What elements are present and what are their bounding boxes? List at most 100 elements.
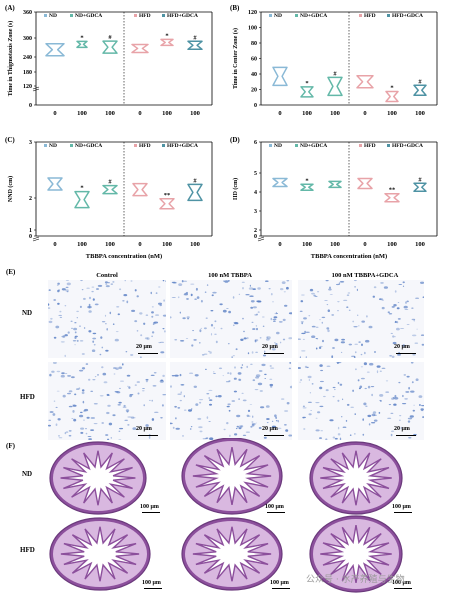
- legend-swatch: [269, 144, 272, 147]
- significance-mark: #: [108, 179, 112, 186]
- legend-entry: HFD+GDCA: [167, 13, 198, 19]
- y-tick-label: 80: [251, 41, 257, 47]
- x-tick-label: 100: [105, 110, 115, 117]
- scale-bar: [272, 588, 290, 589]
- y-tick-label: 5: [254, 171, 257, 177]
- panel-label: (D): [230, 136, 240, 144]
- violin-mark: [45, 42, 65, 57]
- significance-mark: #: [193, 177, 197, 184]
- violin-mark: [102, 40, 118, 54]
- scale-bar-label: 100 μm: [270, 580, 289, 586]
- lumen: [192, 446, 272, 506]
- y-tick-label: 20: [251, 88, 257, 94]
- violin-mark: [272, 66, 288, 87]
- panel-e-row-hfd: HFD: [20, 393, 35, 401]
- x-tick-label: 100: [190, 110, 200, 117]
- y-tick-label: 120: [248, 10, 257, 16]
- scale-bar: [396, 435, 416, 436]
- x-tick-label: 0: [138, 110, 141, 117]
- x-axis-label: TBBPA concentration (nM): [86, 253, 162, 260]
- x-tick-label: 0: [138, 241, 141, 248]
- watermark: 公众号 · 水产养殖与生物: [306, 575, 405, 585]
- legend-swatch: [44, 144, 47, 147]
- x-tick-label: 0: [363, 110, 366, 117]
- lumen: [60, 450, 136, 506]
- legend-swatch: [134, 144, 137, 147]
- panel-f-row-hfd: HFD: [20, 546, 35, 554]
- scale-bar-label: 100 μm: [265, 504, 284, 510]
- violin-mark: [357, 177, 373, 190]
- micrograph-tile: [48, 280, 166, 358]
- x-tick-label: 0: [53, 110, 56, 117]
- violin-mark: [384, 192, 400, 203]
- significance-mark: *: [80, 34, 83, 41]
- significance-mark: **: [389, 187, 396, 194]
- significance-mark: *: [390, 84, 393, 91]
- scale-bar-label: 100 μm: [392, 580, 411, 586]
- scale-bar-label: 20 μm: [262, 344, 278, 350]
- axis-break: [32, 86, 40, 90]
- violin-mark: [76, 40, 88, 49]
- y-tick-label: 120: [23, 84, 32, 90]
- legend-swatch: [162, 14, 165, 17]
- chart-a: (A) Time in Thigmotaxis Zone (s) 0 120 180 24…: [0, 0, 225, 135]
- x-tick-label: 100: [162, 110, 172, 117]
- panel-f-he-sections: [49, 438, 403, 593]
- x-tick-label: 100: [77, 110, 87, 117]
- significance-mark: **: [164, 192, 171, 199]
- scale-bar-label: 20 μm: [262, 426, 278, 432]
- violin-mark: [385, 90, 399, 103]
- legend-entry: HFD+GDCA: [167, 143, 198, 149]
- legend-entry: HFD: [364, 143, 376, 149]
- violin-mark: [300, 86, 314, 98]
- lumen: [60, 526, 140, 582]
- y-tick-label: 40: [251, 72, 257, 78]
- legend-swatch: [387, 14, 390, 17]
- axis-break: [257, 236, 265, 240]
- micrograph-cells: [298, 280, 424, 358]
- panel-e-row-nd: ND: [22, 309, 33, 317]
- axis-break: [32, 238, 40, 242]
- scale-bar-label: 20 μm: [394, 426, 410, 432]
- scale-bar-label: 20 μm: [136, 344, 152, 350]
- axis-break: [32, 88, 40, 92]
- lumen: [320, 450, 392, 506]
- legend-entry: HFD+GDCA: [392, 13, 423, 19]
- significance-mark: *: [80, 185, 83, 192]
- scale-bar: [144, 588, 162, 589]
- scale-bar: [394, 588, 412, 589]
- legend-entry: ND: [274, 143, 282, 149]
- x-tick-label: 100: [415, 110, 425, 117]
- violin-mark: [74, 190, 90, 209]
- violin-mark: [300, 183, 314, 191]
- scale-bar: [396, 353, 416, 354]
- micrograph-cells: [298, 362, 424, 440]
- y-axis-label: IID (cm): [232, 178, 239, 200]
- significance-mark: #: [193, 34, 197, 41]
- y-tick-label: 0: [29, 103, 32, 109]
- violin-mark: [102, 184, 118, 195]
- chart-b: (B) Time in Center Zone (s) 0 20 40 60 80 100 12…: [225, 0, 450, 135]
- y-tick-label: 180: [23, 70, 32, 76]
- scale-bar: [138, 353, 158, 354]
- x-tick-label: 100: [415, 241, 425, 248]
- scale-bar: [142, 512, 160, 513]
- x-tick-label: 0: [363, 241, 366, 248]
- y-tick-label: 240: [23, 55, 32, 61]
- y-tick-label: 60: [251, 57, 257, 63]
- legend-swatch: [387, 144, 390, 147]
- significance-mark: *: [305, 177, 308, 184]
- legend-swatch: [359, 144, 362, 147]
- y-tick-label: 4: [254, 190, 257, 196]
- legend-swatch: [70, 14, 73, 17]
- x-tick-label: 0: [53, 241, 56, 248]
- violin-mark: [131, 43, 149, 54]
- significance-mark: #: [418, 176, 422, 183]
- significance-mark: #: [333, 70, 337, 77]
- legend-entry: ND+GDCA: [75, 143, 102, 149]
- x-tick-label: 100: [77, 241, 87, 248]
- violin-mark: [47, 177, 63, 191]
- micrograph-tile: [48, 362, 166, 440]
- x-tick-label: 0: [278, 241, 281, 248]
- significance-mark: #: [418, 78, 422, 85]
